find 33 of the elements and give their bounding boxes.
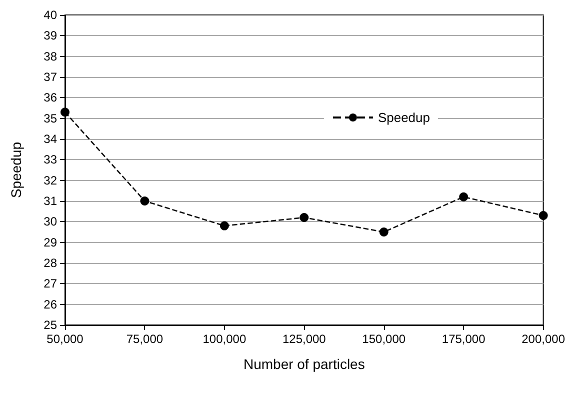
point bbox=[379, 228, 388, 236]
y-tick-label: 31 bbox=[44, 194, 58, 208]
y-tick-label: 29 bbox=[44, 235, 58, 250]
x-axis-title: Number of particles bbox=[243, 356, 365, 372]
y-tick-label: 39 bbox=[44, 28, 58, 43]
y-tick-label: 25 bbox=[44, 318, 58, 332]
x-tick-label: 150,000 bbox=[362, 332, 406, 346]
y-tick-label: 38 bbox=[44, 49, 58, 64]
x-tick-label: 125,000 bbox=[282, 332, 326, 346]
legend-label: Speedup bbox=[378, 110, 430, 125]
y-tick-label: 28 bbox=[44, 256, 58, 270]
x-tick-label: 200,000 bbox=[522, 332, 566, 346]
x-tick-label: 75,000 bbox=[126, 332, 164, 346]
point bbox=[459, 192, 468, 202]
y-tick-label: 32 bbox=[44, 173, 58, 188]
x-tick-label: 100,000 bbox=[202, 332, 246, 346]
point bbox=[538, 210, 548, 220]
point bbox=[60, 108, 70, 117]
y-tick-label: 33 bbox=[44, 152, 58, 167]
y-tick-label: 27 bbox=[44, 276, 58, 291]
y-tick-label: 30 bbox=[44, 214, 58, 229]
x-tick-label: 175,000 bbox=[442, 332, 486, 346]
y-tick-label: 36 bbox=[44, 90, 58, 105]
y-tick-label: 26 bbox=[44, 297, 58, 312]
y-axis-title: Speedup bbox=[8, 142, 24, 198]
y-tick-label: 35 bbox=[44, 111, 58, 126]
y-tick-label: 37 bbox=[44, 70, 58, 84]
point bbox=[220, 221, 229, 230]
x-tick-label: 50,000 bbox=[46, 332, 84, 346]
y-tick-label: 40 bbox=[44, 8, 58, 22]
point bbox=[140, 196, 150, 206]
y-tick-label: 34 bbox=[44, 132, 58, 146]
point bbox=[300, 213, 309, 222]
